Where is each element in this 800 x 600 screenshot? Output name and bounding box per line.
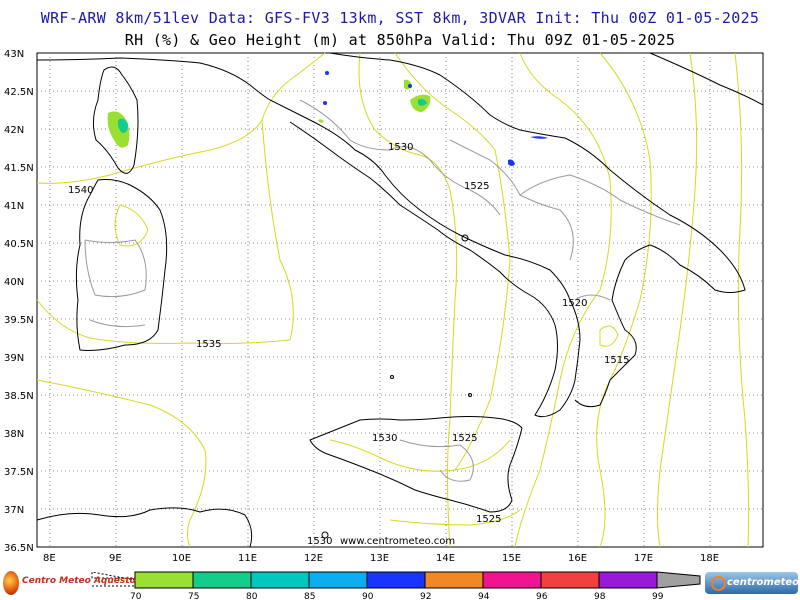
colorbar-swatch [656, 571, 701, 589]
lat-label: 38N [4, 429, 24, 440]
colorbar-swatch [598, 571, 658, 589]
logo-left-text: Centro Meteo Aquesto [22, 576, 136, 586]
lat-label: 42N [4, 125, 24, 136]
colorbar-label: 92 [420, 592, 431, 600]
rh-colorbar: 70 75 80 85 90 92 94 96 98 99 [91, 571, 701, 600]
lat-label: 36.5N [4, 543, 34, 554]
lat-label: 40.5N [4, 239, 34, 250]
lat-label: 42.5N [4, 87, 34, 98]
lat-label: 37N [4, 505, 24, 516]
contour-label-1515: 1515 [604, 355, 629, 366]
lon-label: 17E [634, 553, 653, 564]
map-frame [36, 52, 764, 548]
colorbar-label: 99 [652, 592, 664, 600]
contour-label-1530: 1530 [388, 142, 413, 153]
latitude-labels: 43N 42.5N 42N 41.5N 41N 40.5N 40N 39.5N … [4, 49, 34, 554]
lat-label: 38.5N [4, 391, 34, 402]
ring-icon [711, 576, 726, 591]
lon-label: 12E [304, 553, 323, 564]
watermark: www.centrometeo.com [340, 536, 455, 547]
colorbar-swatch [308, 571, 368, 589]
colorbar-label: 70 [130, 592, 142, 600]
longitude-labels: 8E 9E 10E 11E 12E 13E 14E 15E 16E 17E 18… [43, 553, 719, 564]
colorbar-label: 80 [246, 592, 258, 600]
colorbar-swatch [250, 571, 310, 589]
lat-label: 39.5N [4, 315, 34, 326]
lon-label: 18E [700, 553, 719, 564]
lon-label: 16E [568, 553, 587, 564]
lat-label: 39N [4, 353, 24, 364]
lat-label: 43N [4, 49, 24, 60]
field-valid-title: RH (%) & Geo Height (m) at 850hPa Valid:… [124, 31, 676, 49]
lon-label: 10E [172, 553, 191, 564]
contour-label-1535: 1535 [196, 339, 221, 350]
contour-labels: 1540 1530 1525 1520 1535 1515 1530 1525 … [68, 142, 629, 547]
contour-label-1525-sicily: 1525 [452, 433, 477, 444]
lat-label: 37.5N [4, 467, 34, 478]
lon-label: 13E [370, 553, 389, 564]
centrometeo-logo-right: centrometeo [705, 572, 800, 594]
model-info-title: WRF-ARW 8km/51lev Data: GFS-FV3 13km, SS… [40, 9, 760, 27]
admin-borders [84, 99, 681, 482]
colorbar-swatch [482, 571, 542, 589]
rh-shading [107, 71, 548, 166]
colorbar-label: 96 [536, 592, 548, 600]
lon-label: 14E [436, 553, 455, 564]
contour-label-1530-sicily: 1530 [372, 433, 397, 444]
lon-label: 8E [43, 553, 56, 564]
contour-label-1525-south: 1525 [476, 514, 501, 525]
colorbar-swatch [192, 571, 252, 589]
lon-label: 9E [109, 553, 122, 564]
logo-right-text: centrometeo [727, 577, 800, 588]
colorbar-swatch [540, 571, 600, 589]
colorbar-label: 94 [478, 592, 490, 600]
coastline [36, 52, 764, 548]
colorbar-label: 75 [188, 592, 199, 600]
contour-label-1530-south: 1530 [307, 536, 332, 547]
lon-label: 11E [238, 553, 257, 564]
colorbar-swatch [424, 571, 484, 589]
lon-label: 15E [502, 553, 521, 564]
lat-label: 41N [4, 201, 24, 212]
colorbar-label: 85 [304, 592, 315, 600]
lat-label: 40N [4, 277, 24, 288]
globe-icon [3, 571, 19, 595]
colorbar-label: 98 [594, 592, 606, 600]
colorbar-label: 90 [362, 592, 374, 600]
lat-label: 41.5N [4, 163, 34, 174]
contour-label-1525: 1525 [464, 181, 489, 192]
centro-meteo-logo-left: Centro Meteo Aquesto [2, 568, 136, 598]
colorbar-swatch [366, 571, 426, 589]
colorbar-swatch [134, 571, 194, 589]
contour-label-1540: 1540 [68, 185, 93, 196]
map-grid [37, 53, 763, 547]
contour-label-1520: 1520 [562, 298, 587, 309]
